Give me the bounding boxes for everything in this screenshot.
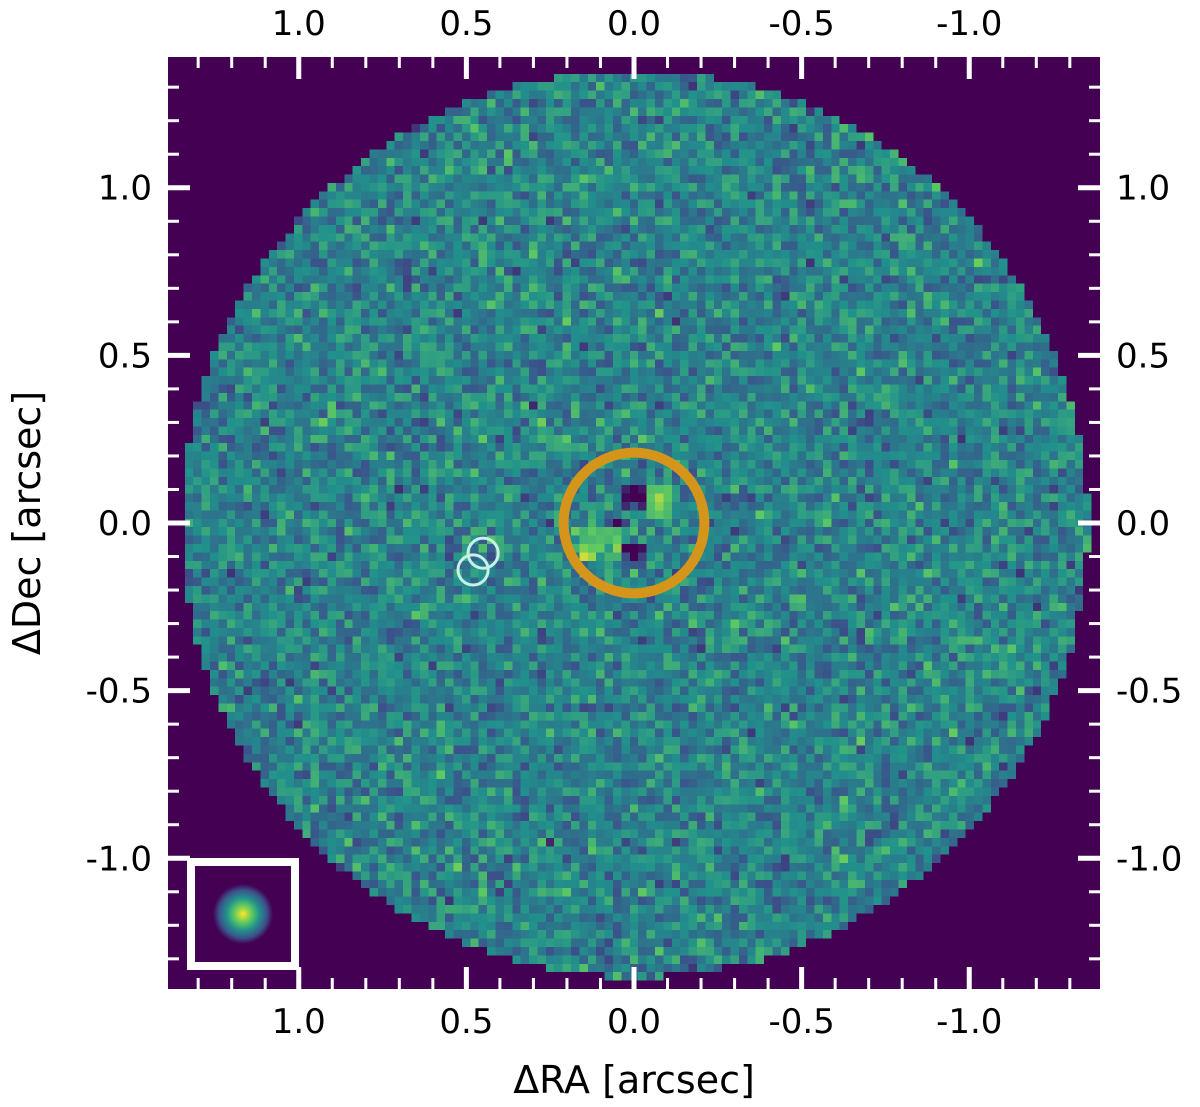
y-tick-label-right: -0.5 [1116,672,1182,712]
source-b-marker [456,553,490,587]
x-tick-label-top: -1.0 [936,4,1002,44]
y-tick-label-right: -1.0 [1116,839,1182,879]
x-axis-label: ΔRA [arcsec] [513,1058,755,1102]
y-tick-label-right: 0.5 [1116,336,1170,376]
x-tick-label-top: 0.0 [607,4,661,44]
psf-core [213,884,273,944]
x-tick-label-bottom: -0.5 [768,1002,834,1042]
y-tick-label-left: -0.5 [86,672,152,712]
tick-labels: 1.0 1.0 0.5 0.5 0.0 0.0 -0.5 -0.5 -1.0 -1.0 1.0 1.0… [86,4,1183,1042]
x-tick-label-bottom: -1.0 [936,1002,1002,1042]
x-tick-label-bottom: 1.0 [272,1002,326,1042]
target-marker [558,447,710,599]
y-tick-label-left: 0.5 [98,336,152,376]
x-tick-label-bottom: 0.0 [607,1002,661,1042]
heatmap-image [168,57,1100,989]
source-a-marker [466,536,500,570]
x-tick-label-top: 0.5 [439,4,493,44]
y-tick-label-left: -1.0 [86,839,152,879]
noise-map [168,57,1100,989]
x-tick-label-top: -0.5 [768,4,834,44]
ticks [168,57,1100,989]
psf-inset [187,858,299,970]
y-tick-label-left: 0.0 [98,504,152,544]
y-axis-label: ΔDec [arcsec] [5,391,49,655]
y-tick-label-right: 0.0 [1116,504,1170,544]
markers [456,447,710,599]
y-tick-label-right: 1.0 [1116,169,1170,209]
x-tick-label-bottom: 0.5 [439,1002,493,1042]
x-tick-label-top: 1.0 [272,4,326,44]
y-tick-label-left: 1.0 [98,169,152,209]
